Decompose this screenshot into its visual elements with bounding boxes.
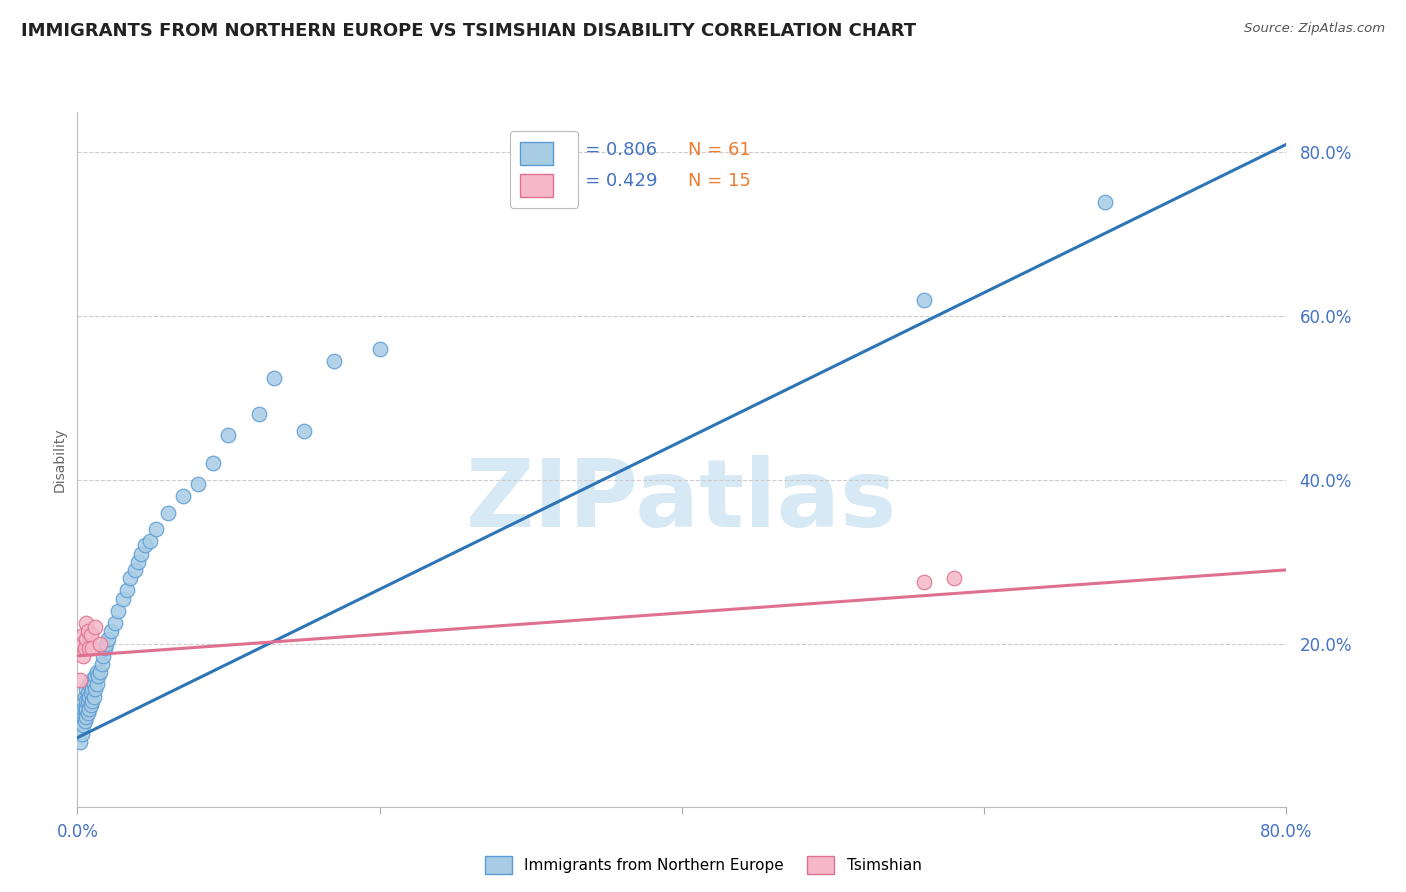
Point <box>90 657 112 671</box>
Point <box>69 673 91 688</box>
Point <box>82 673 104 688</box>
Legend: , : , <box>509 131 578 208</box>
Point <box>73 690 96 704</box>
Legend: Immigrants from Northern Europe, Tsimshian: Immigrants from Northern Europe, Tsimshi… <box>478 850 928 880</box>
Point <box>77 706 100 720</box>
Point <box>124 563 146 577</box>
Point <box>70 710 93 724</box>
Point <box>80 698 103 712</box>
Point <box>292 424 315 438</box>
Point <box>1094 194 1116 209</box>
Point <box>323 354 346 368</box>
Point <box>72 648 94 663</box>
Point <box>83 690 105 704</box>
Text: R = 0.806: R = 0.806 <box>567 141 657 159</box>
Point <box>83 677 105 691</box>
Text: IMMIGRANTS FROM NORTHERN EUROPE VS TSIMSHIAN DISABILITY CORRELATION CHART: IMMIGRANTS FROM NORTHERN EUROPE VS TSIMS… <box>21 22 917 40</box>
Point <box>263 370 285 384</box>
Point <box>172 489 194 503</box>
Point <box>82 640 104 655</box>
Point <box>70 726 93 740</box>
Point <box>111 591 134 606</box>
Point <box>157 506 180 520</box>
Point <box>942 571 965 585</box>
Point <box>72 718 94 732</box>
Point <box>120 571 142 585</box>
Point <box>912 293 935 307</box>
Point <box>139 534 162 549</box>
Point <box>202 457 225 471</box>
Point <box>82 681 104 696</box>
Point <box>80 628 103 642</box>
Point <box>86 677 108 691</box>
Point <box>77 694 100 708</box>
Point <box>73 702 96 716</box>
Text: N = 61: N = 61 <box>688 141 751 159</box>
Point <box>368 342 391 356</box>
Point <box>94 636 117 650</box>
Point <box>72 628 94 642</box>
Point <box>247 408 270 422</box>
Text: Source: ZipAtlas.com: Source: ZipAtlas.com <box>1244 22 1385 36</box>
Point <box>82 694 104 708</box>
Point <box>72 706 94 720</box>
Point <box>69 735 91 749</box>
Point <box>70 636 93 650</box>
Point <box>84 620 107 634</box>
Point <box>75 702 97 716</box>
Point <box>75 616 97 631</box>
Point <box>93 640 115 655</box>
Point <box>218 427 240 442</box>
Point <box>72 702 94 716</box>
Point <box>73 640 96 655</box>
Point <box>127 555 149 569</box>
Point <box>84 681 107 696</box>
Text: ZIPatlas: ZIPatlas <box>467 455 897 547</box>
Point <box>75 681 97 696</box>
Point <box>89 665 111 680</box>
Point <box>77 686 100 700</box>
Point <box>75 710 97 724</box>
Point <box>79 677 101 691</box>
Point <box>912 575 935 590</box>
Text: R = 0.429: R = 0.429 <box>567 172 658 190</box>
Y-axis label: Disability: Disability <box>52 427 66 491</box>
Point <box>187 477 209 491</box>
Point <box>104 616 127 631</box>
Point <box>89 636 111 650</box>
Point <box>84 669 107 683</box>
Point <box>96 632 118 647</box>
Point <box>134 538 156 552</box>
Point <box>115 583 138 598</box>
Point <box>91 648 114 663</box>
Point <box>73 714 96 729</box>
Point <box>79 640 101 655</box>
Text: N = 15: N = 15 <box>688 172 751 190</box>
Point <box>100 624 122 639</box>
Point <box>107 604 129 618</box>
Point <box>87 669 110 683</box>
Point <box>80 686 103 700</box>
Point <box>75 632 97 647</box>
Point <box>79 690 101 704</box>
Point <box>75 694 97 708</box>
Point <box>86 665 108 680</box>
Point <box>129 547 152 561</box>
Point <box>145 522 167 536</box>
Point <box>79 702 101 716</box>
Point <box>77 624 100 639</box>
